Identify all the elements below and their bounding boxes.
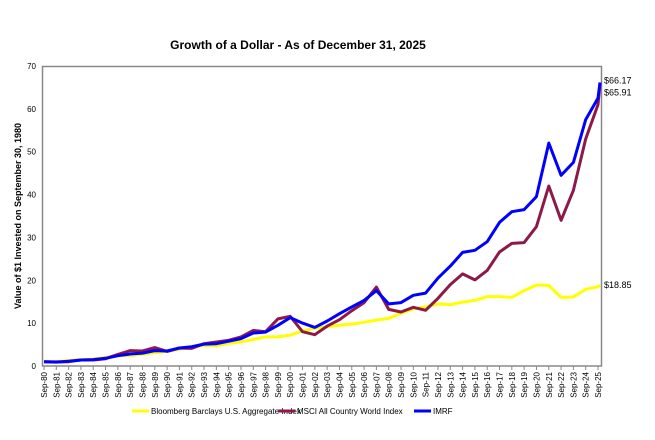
x-tick-label: Sep-99	[274, 371, 283, 397]
x-tick-label: Sep-13	[446, 371, 455, 397]
y-tick-label: 40	[27, 191, 36, 200]
plot-frame	[41, 65, 603, 367]
x-tick-label: Sep-92	[188, 371, 197, 397]
x-tick-label: Sep-02	[311, 371, 320, 397]
end-value-label: $18.85	[604, 280, 632, 290]
y-tick-label: 50	[27, 148, 36, 157]
x-tick-label: Sep-10	[409, 371, 418, 397]
x-tick-label: Sep-94	[212, 371, 221, 397]
y-tick-label: 0	[32, 362, 37, 371]
y-axis-label: Value of $1 Invested on September 30, 19…	[13, 123, 23, 309]
x-tick-label: Sep-84	[89, 371, 98, 397]
x-tick-label: Sep-01	[299, 371, 308, 397]
legend-label: Bloomberg Barclays U.S. Aggregate Index	[151, 407, 301, 416]
legend-label: MSCI All Country World Index	[297, 407, 403, 416]
y-tick-label: 20	[27, 276, 36, 285]
x-tick-label: Sep-08	[385, 371, 394, 397]
x-tick-label: Sep-93	[200, 371, 209, 397]
chart-title: Growth of a Dollar - As of December 31, …	[170, 38, 426, 52]
x-tick-label: Sep-82	[65, 371, 74, 397]
x-tick-label: Sep-80	[40, 371, 49, 397]
x-tick-label: Sep-12	[434, 371, 443, 397]
x-tick-label: Sep-04	[335, 371, 344, 397]
x-tick-label: Sep-98	[262, 371, 271, 397]
x-tick-label: Sep-88	[138, 371, 147, 397]
x-tick-label: Sep-89	[151, 371, 160, 397]
x-tick-label: Sep-09	[397, 371, 406, 397]
y-tick-label: 10	[27, 319, 36, 328]
x-tick-label: Sep-15	[471, 371, 480, 397]
x-tick-label: Sep-87	[126, 371, 135, 397]
x-tick-label: Sep-17	[496, 371, 505, 397]
x-tick-label: Sep-14	[459, 371, 468, 397]
x-tick-label: Sep-24	[582, 371, 591, 397]
x-tick-label: Sep-20	[532, 371, 541, 397]
x-tick-label: Sep-83	[77, 371, 86, 397]
x-tick-label: Sep-03	[323, 371, 332, 397]
x-tick-label: Sep-11	[422, 371, 431, 397]
end-value-label: $66.17	[604, 75, 632, 85]
x-tick-label: Sep-97	[249, 371, 258, 397]
x-tick-label: Sep-22	[557, 371, 566, 397]
x-tick-label: Sep-95	[225, 371, 234, 397]
x-tick-label: Sep-23	[569, 371, 578, 397]
x-tick-label: Sep-21	[545, 371, 554, 397]
x-tick-label: Sep-16	[483, 371, 492, 397]
y-tick-label: 30	[27, 233, 36, 242]
x-tick-label: Sep-86	[114, 371, 123, 397]
x-tick-label: Sep-05	[348, 371, 357, 397]
x-tick-label: Sep-81	[52, 371, 61, 397]
series-line-2	[43, 82, 602, 364]
series-line-1	[43, 83, 602, 364]
legend-label: IMRF	[433, 407, 453, 416]
x-tick-label: Sep-96	[237, 371, 246, 397]
y-tick-label: 60	[27, 105, 36, 114]
x-tick-label: Sep-07	[372, 371, 381, 397]
x-tick-label: Sep-91	[175, 371, 184, 397]
x-tick-label: Sep-25	[594, 371, 603, 397]
x-tick-label: Sep-19	[520, 371, 529, 397]
x-tick-label: Sep-18	[508, 371, 517, 397]
x-tick-label: Sep-00	[286, 371, 295, 397]
y-tick-label: 70	[27, 62, 36, 71]
x-tick-label: Sep-85	[102, 371, 111, 397]
x-tick-label: Sep-90	[163, 371, 172, 397]
x-tick-label: Sep-06	[360, 371, 369, 397]
end-value-label: $65.91	[604, 88, 632, 98]
